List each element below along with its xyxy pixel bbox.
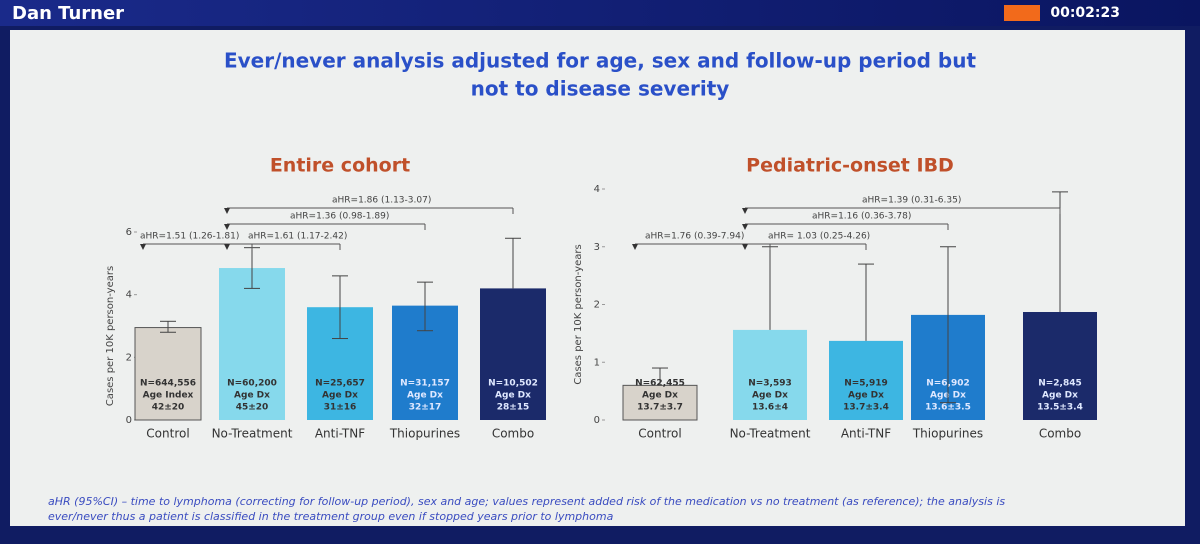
bar-note: N=25,657 <box>315 379 365 389</box>
bar <box>480 288 546 420</box>
annotation: aHR=1.86 (1.13-3.07) <box>332 196 431 206</box>
y-tick-label: 0 <box>126 415 132 426</box>
x-tick-label: Combo <box>492 427 534 441</box>
bar-note: Age Dx <box>642 391 678 401</box>
bar-note: 42±20 <box>152 403 185 413</box>
bar-note: 13.7±3.7 <box>637 403 683 413</box>
bar-note: Age Dx <box>407 391 443 401</box>
y-tick-label: 0 <box>594 415 600 426</box>
annotation: aHR=1.51 (1.26-1.81) <box>140 232 239 242</box>
annotation: aHR=1.61 (1.17-2.42) <box>248 232 347 242</box>
bar-note: N=31,157 <box>400 379 450 389</box>
y-axis-label: Cases per 10K person-years <box>573 244 584 384</box>
bracket-arrow <box>742 224 748 230</box>
bracket-arrow <box>742 244 748 250</box>
bar-note: Age Dx <box>1042 391 1078 401</box>
x-tick-label: Control <box>146 427 189 441</box>
y-axis-label: Cases per 10K person-years <box>105 266 116 406</box>
bar-note: N=3,593 <box>748 379 792 389</box>
bar <box>622 384 698 421</box>
bar-note: Age Index <box>143 391 194 401</box>
bracket-arrow <box>224 244 230 250</box>
bar-note: Age Dx <box>848 391 884 401</box>
bar <box>1023 312 1097 420</box>
bar <box>219 268 285 420</box>
timer: 00:02:23 <box>1050 5 1120 21</box>
y-tick-label: 1 <box>594 357 600 368</box>
y-tick-label: 2 <box>594 300 600 311</box>
chart-title: Pediatric-onset IBD <box>746 155 954 177</box>
indicator <box>1004 5 1040 21</box>
y-tick-label: 4 <box>594 184 600 195</box>
x-tick-label: Thiopurines <box>389 427 460 441</box>
bar-note: N=60,200 <box>227 379 277 389</box>
slide <box>10 30 1185 526</box>
bar-note: N=10,502 <box>488 379 538 389</box>
bracket-arrow <box>140 244 146 250</box>
slide-title: Ever/never analysis adjusted for age, se… <box>224 49 977 73</box>
bar-note: Age Dx <box>752 391 788 401</box>
annotation: aHR=1.39 (0.31-6.35) <box>862 196 961 206</box>
annotation: aHR= 1.03 (0.25-4.26) <box>768 232 870 242</box>
x-tick-label: Thiopurines <box>912 427 983 441</box>
y-tick-label: 4 <box>126 290 132 301</box>
bar-note: 28±15 <box>497 403 530 413</box>
bar-note: Age Dx <box>322 391 358 401</box>
bar-note: 13.6±4 <box>752 403 788 413</box>
bar-note: 32±17 <box>409 403 442 413</box>
slide-title: not to disease severity <box>471 77 730 101</box>
x-tick-label: No-Treatment <box>212 427 293 441</box>
annotation: aHR=1.16 (0.36-3.78) <box>812 212 911 222</box>
bracket-arrow <box>224 208 230 214</box>
x-tick-label: Control <box>638 427 681 441</box>
bar-note: 13.7±3.4 <box>843 403 889 413</box>
annotation: aHR=1.36 (0.98-1.89) <box>290 212 389 222</box>
bar-note: N=5,919 <box>844 379 888 389</box>
y-tick-label: 6 <box>126 227 132 238</box>
annotation: aHR=1.76 (0.39-7.94) <box>645 232 744 242</box>
bar-note: Age Dx <box>495 391 531 401</box>
bar <box>733 329 807 420</box>
bracket-arrow <box>632 244 638 250</box>
bracket-arrow <box>742 208 748 214</box>
bar-note: 31±16 <box>324 403 357 413</box>
footnote: ever/never thus a patient is classified … <box>48 510 614 523</box>
bracket-arrow <box>224 224 230 230</box>
bar <box>829 340 903 420</box>
footnote: aHR (95%CI) – time to lymphoma (correcti… <box>48 495 1005 508</box>
x-tick-label: No-Treatment <box>730 427 811 441</box>
bar-note: 13.6±3.5 <box>925 403 971 413</box>
bar-note: Age Dx <box>234 391 270 401</box>
bar-note: N=2,845 <box>1038 379 1082 389</box>
top-bar <box>0 0 1200 26</box>
bar-note: 45±20 <box>236 403 269 413</box>
bar-note: N=644,556 <box>140 379 196 389</box>
x-tick-label: Anti-TNF <box>841 427 891 441</box>
presenter: Dan Turner <box>12 3 124 24</box>
chart-title: Entire cohort <box>270 155 410 177</box>
y-tick-label: 3 <box>594 242 600 253</box>
y-tick-label: 2 <box>126 352 132 363</box>
bar-note: 13.5±3.4 <box>1037 403 1083 413</box>
x-tick-label: Combo <box>1039 427 1081 441</box>
x-tick-label: Anti-TNF <box>315 427 365 441</box>
